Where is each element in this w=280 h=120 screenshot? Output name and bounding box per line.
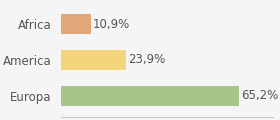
Bar — [61, 50, 126, 70]
Bar — [61, 14, 91, 34]
Text: 65,2%: 65,2% — [241, 89, 278, 102]
Text: 10,9%: 10,9% — [93, 18, 130, 31]
Bar — [61, 86, 239, 106]
Text: 23,9%: 23,9% — [129, 54, 166, 66]
